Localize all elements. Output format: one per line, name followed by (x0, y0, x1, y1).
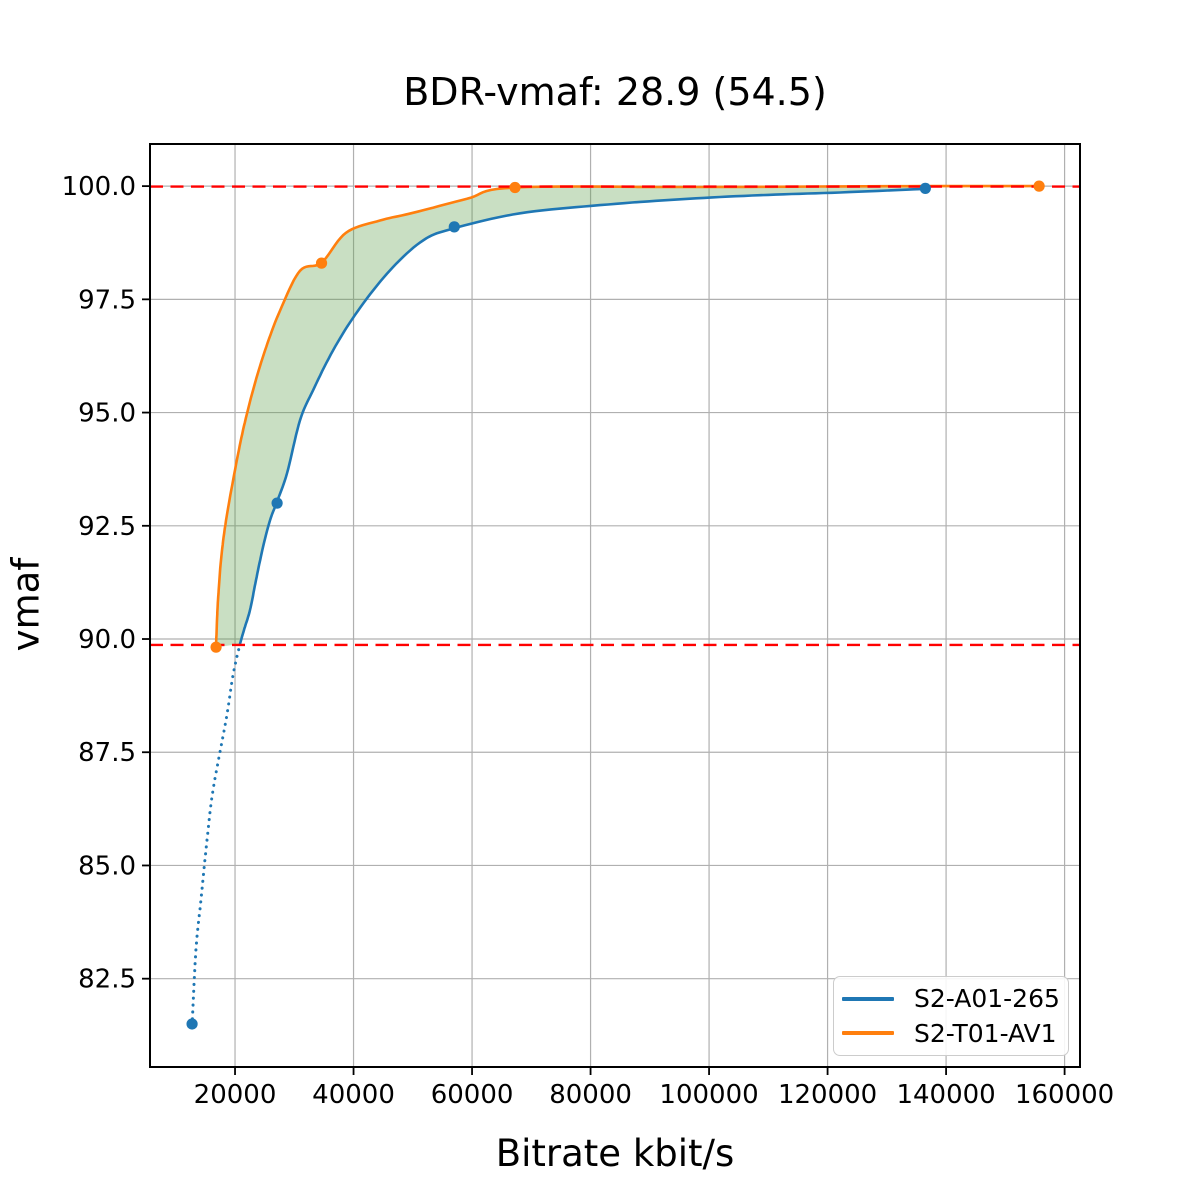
y-tick-label: 92.5 (78, 512, 136, 542)
y-tick-label: 100.0 (62, 172, 136, 202)
y-tick-label: 90.0 (78, 625, 136, 655)
legend-entry-s2-a01-265: S2-A01-265 (834, 986, 1068, 1011)
x-tick-label: 20000 (194, 1080, 277, 1110)
x-tick-label: 140000 (896, 1080, 995, 1110)
series-line-S2-T01-AV1 (214, 184, 1041, 649)
data-point-S2-T01-AV1 (1033, 180, 1045, 192)
x-tick-label: 80000 (549, 1080, 632, 1110)
legend-label: S2-A01-265 (914, 984, 1060, 1014)
axes-frame (149, 143, 1081, 1068)
series-line-S2-A01-265 (238, 187, 927, 646)
legend-label: S2-T01-AV1 (914, 1018, 1057, 1048)
x-tick-label: 100000 (659, 1080, 758, 1110)
data-point-S2-A01-265 (186, 1018, 198, 1030)
data-point-S2-A01-265 (448, 221, 460, 233)
data-point-S2-A01-265 (919, 182, 931, 194)
legend-entry-s2-t01-av1: S2-T01-AV1 (834, 1021, 1068, 1046)
legend-line-blue-icon (842, 997, 894, 1001)
x-tick-label: 120000 (778, 1080, 877, 1110)
x-tick-label: 160000 (1015, 1080, 1114, 1110)
chart-title: BDR-vmaf: 28.9 (54.5) (403, 70, 827, 114)
x-tick-label: 60000 (431, 1080, 514, 1110)
bd-rate-band (216, 186, 926, 648)
legend-line-orange-icon (842, 1031, 894, 1035)
data-point-S2-A01-265 (271, 497, 283, 509)
x-axis-label: Bitrate kbit/s (495, 1132, 735, 1175)
y-tick-label: 97.5 (78, 285, 136, 315)
data-point-S2-T01-AV1 (509, 181, 521, 194)
y-tick-label: 95.0 (78, 399, 136, 429)
y-tick-label: 87.5 (78, 738, 136, 768)
y-tick-label: 82.5 (78, 965, 136, 995)
legend: S2-A01-265 S2-T01-AV1 (833, 976, 1069, 1056)
data-point-S2-T01-AV1 (210, 641, 222, 653)
y-tick-label: 85.0 (78, 851, 136, 881)
x-tick-label: 40000 (312, 1080, 395, 1110)
y-axis-label: vmaf (4, 557, 48, 652)
data-point-S2-T01-AV1 (315, 257, 328, 269)
series-dotted-S2-A01-265 (190, 642, 242, 1028)
